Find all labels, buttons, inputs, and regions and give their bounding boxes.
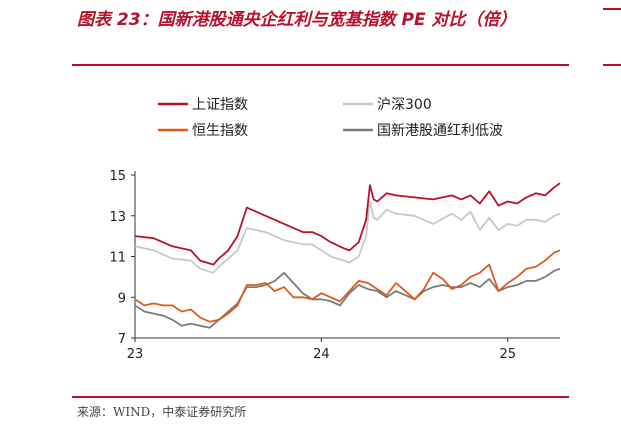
series-line-3 — [134, 267, 561, 329]
x-tick-label: 24 — [313, 347, 330, 362]
y-tick-label: 11 — [109, 251, 126, 266]
title-divider — [72, 64, 569, 66]
y-tick-label: 13 — [109, 210, 126, 225]
legend-label-0: 上证指数 — [192, 97, 248, 113]
legend-label-2: 恒生指数 — [192, 123, 248, 139]
legend-label-1: 沪深300 — [377, 97, 432, 113]
y-tick-label: 9 — [118, 291, 126, 306]
legend-label-3: 国新港股通红利低波 — [377, 123, 503, 139]
y-tick-label: 15 — [109, 169, 126, 184]
chart-title: 图表 23：国新港股通央企红利与宽基指数 PE 对比（倍） — [77, 10, 517, 30]
series-line-1 — [134, 200, 561, 274]
series-line-2 — [134, 249, 561, 323]
series-line-0 — [134, 182, 561, 266]
x-tick-label: 23 — [127, 347, 144, 362]
y-tick-label: 7 — [118, 332, 126, 347]
x-tick-label: 25 — [500, 347, 517, 362]
edge-rule-top — [603, 8, 621, 10]
edge-rule-mid — [603, 64, 621, 66]
source-note: 来源：WIND，中泰证券研究所 — [77, 405, 247, 419]
source-divider — [72, 396, 569, 398]
